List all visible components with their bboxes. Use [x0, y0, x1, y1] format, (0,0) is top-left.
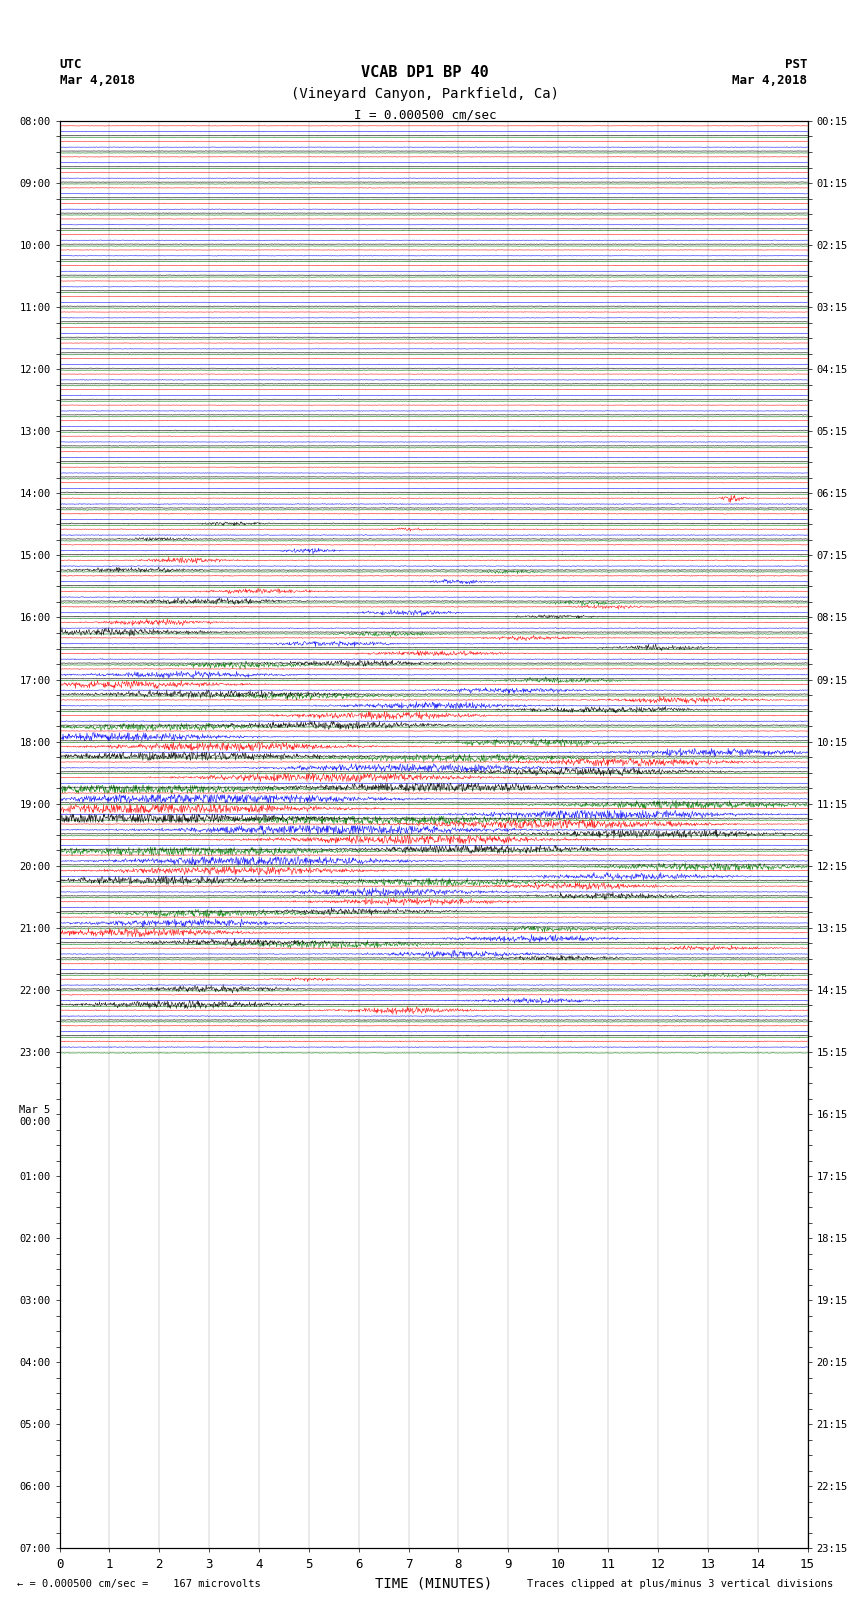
X-axis label: TIME (MINUTES): TIME (MINUTES) [375, 1576, 492, 1590]
Text: ← = 0.000500 cm/sec =    167 microvolts: ← = 0.000500 cm/sec = 167 microvolts [17, 1579, 261, 1589]
Text: VCAB DP1 BP 40: VCAB DP1 BP 40 [361, 65, 489, 81]
Text: Mar 4,2018: Mar 4,2018 [733, 74, 808, 87]
Text: Mar 4,2018: Mar 4,2018 [60, 74, 134, 87]
Text: Traces clipped at plus/minus 3 vertical divisions: Traces clipped at plus/minus 3 vertical … [527, 1579, 833, 1589]
Text: UTC: UTC [60, 58, 82, 71]
Text: PST: PST [785, 58, 808, 71]
Text: I = 0.000500 cm/sec: I = 0.000500 cm/sec [354, 108, 496, 121]
Text: (Vineyard Canyon, Parkfield, Ca): (Vineyard Canyon, Parkfield, Ca) [291, 87, 559, 100]
